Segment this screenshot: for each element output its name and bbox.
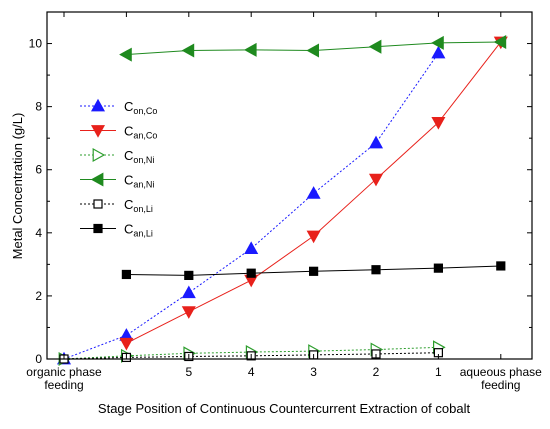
data-point: [493, 34, 507, 49]
x-tick-label: feeding: [44, 378, 83, 392]
x-tick-label: feeding: [481, 378, 520, 392]
data-point: [431, 45, 446, 59]
legend-label: Con,Ni: [124, 148, 154, 165]
y-tick-label: 4: [35, 226, 42, 240]
legend-item: Con,Co: [80, 98, 157, 116]
data-point: [244, 241, 259, 254]
legend-label: Con,Co: [124, 99, 157, 116]
data-point: [119, 47, 132, 62]
data-point: [246, 268, 256, 278]
legend-label: Con,Li: [124, 197, 153, 214]
y-axis-title: Metal Concentration (g/L): [10, 113, 25, 260]
x-tick-label: 1: [435, 365, 442, 379]
data-point: [184, 270, 194, 281]
data-point: [306, 43, 319, 58]
data-point: [306, 230, 321, 244]
y-tick-label: 2: [35, 289, 42, 303]
legend-label: Can,Ni: [124, 173, 154, 190]
x-tick-label: 3: [310, 365, 317, 379]
y-tick-label: 0: [35, 352, 42, 366]
series-an-li: [121, 261, 506, 281]
x-axis-title: Stage Position of Continuous Countercurr…: [98, 401, 471, 416]
series-line: [63, 52, 439, 360]
legend-item: Can,Co: [80, 124, 157, 141]
data-point: [243, 42, 257, 57]
data-point: [368, 135, 384, 149]
data-point: [371, 265, 381, 275]
plot-area: [56, 34, 508, 367]
legend-item: Can,Ni: [80, 172, 154, 190]
data-point: [431, 35, 444, 50]
data-point: [90, 125, 106, 138]
legend-label: Can,Li: [124, 222, 153, 239]
series-on-co: [56, 45, 446, 365]
data-point: [181, 306, 196, 319]
data-point: [119, 337, 134, 351]
data-point: [368, 173, 384, 187]
data-point: [181, 285, 196, 299]
legend-item: Can,Li: [80, 222, 153, 239]
legend-item: Con,Ni: [80, 147, 154, 165]
data-point: [90, 98, 106, 112]
y-tick-label: 8: [35, 100, 42, 114]
x-tick-label: organic phase: [26, 365, 102, 379]
y-tick-label: 10: [29, 37, 43, 51]
data-point: [309, 266, 319, 276]
data-point: [121, 269, 132, 280]
data-point: [92, 147, 106, 163]
data-point: [93, 199, 103, 209]
data-point: [496, 261, 506, 271]
plot-frame: [46, 11, 533, 360]
data-point: [431, 117, 446, 130]
x-tick-label: 5: [185, 365, 192, 379]
data-point: [306, 186, 321, 199]
series-an-ni: [119, 34, 507, 62]
x-tick-label: 2: [373, 365, 380, 379]
data-point: [90, 172, 104, 187]
data-point: [368, 39, 382, 54]
y-tick-label: 6: [35, 163, 42, 177]
x-tick-label: aqueous phase: [460, 365, 542, 379]
legend-item: Con,Li: [80, 197, 153, 214]
legend: Con,Co Can,Co Con,Ni Can,Ni Con,Li Can,Li: [80, 98, 157, 239]
data-point: [433, 263, 443, 273]
legend-label: Can,Co: [124, 124, 157, 141]
data-point: [93, 223, 103, 234]
x-tick-label: 4: [248, 365, 255, 379]
data-point: [181, 43, 195, 58]
